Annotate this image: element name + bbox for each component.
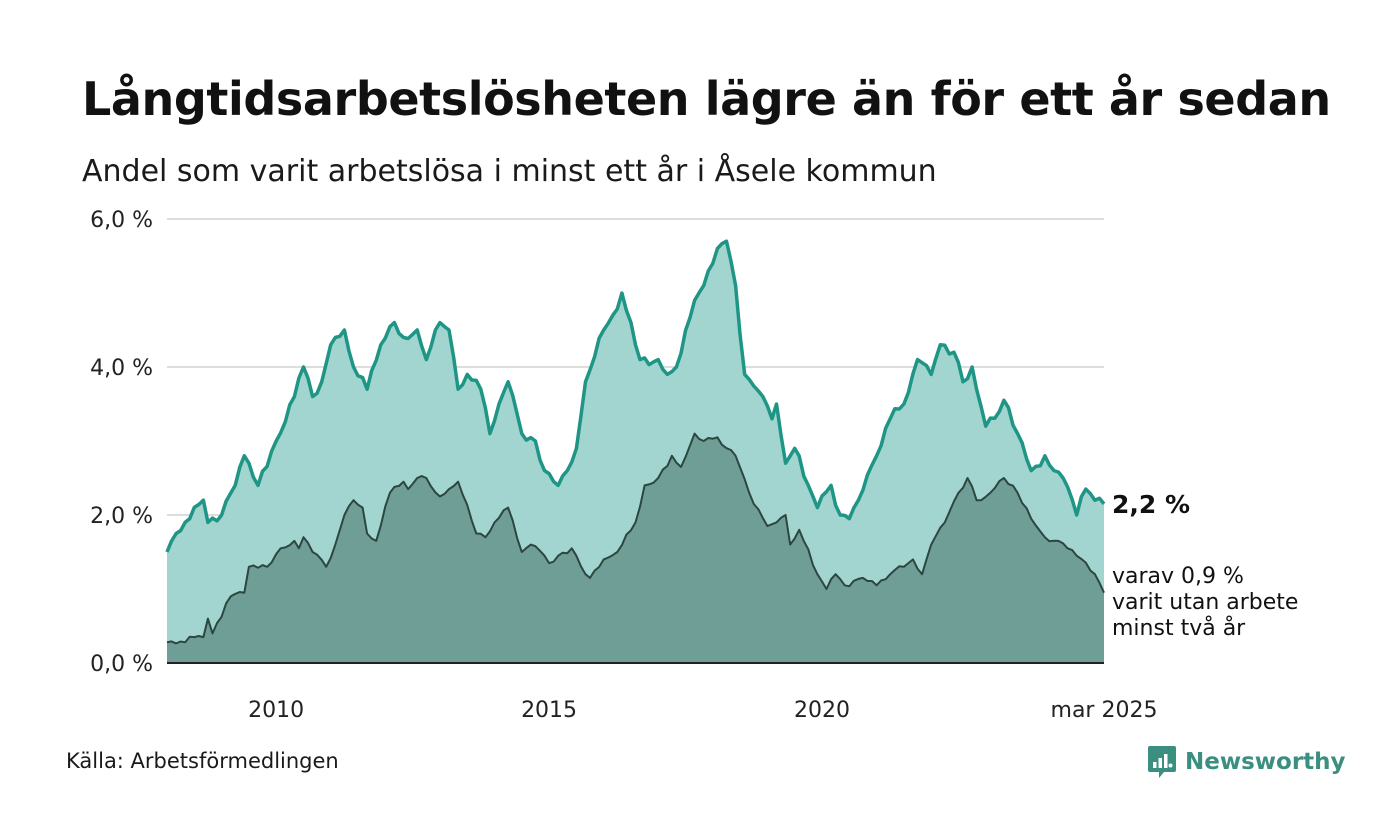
y-axis-ticks: 0,0 % 2,0 % 4,0 % 6,0 % — [90, 208, 153, 677]
x-tick-label: 2010 — [248, 698, 304, 723]
newsworthy-logo-icon — [1148, 746, 1176, 778]
end-label-series-1: 2,2 % — [1112, 490, 1190, 519]
end-label-series-2: varav 0,9 % varit utan arbete minst två år — [1112, 564, 1298, 641]
x-axis-ticks: 2010 2015 2020 mar 2025 — [248, 698, 1157, 723]
x-tick-label: mar 2025 — [1051, 698, 1158, 723]
line-series-2 — [166, 432, 1105, 645]
area-series-2 — [167, 433, 1104, 663]
y-tick-label: 4,0 % — [90, 356, 153, 381]
y-tick-label: 0,0 % — [90, 652, 153, 677]
x-tick-label: 2020 — [794, 698, 850, 723]
line-series-1 — [165, 239, 1106, 553]
chart-subtitle: Andel som varit arbetslösa i minst ett å… — [82, 154, 937, 189]
brand-name: Newsworthy — [1185, 749, 1346, 775]
y-tick-label: 6,0 % — [90, 208, 153, 233]
y-tick-label: 2,0 % — [90, 504, 153, 529]
brand-logo: Newsworthy — [1147, 744, 1346, 780]
source-note: Källa: Arbetsförmedlingen — [66, 749, 339, 773]
chart-title: Långtidsarbetslösheten lägre än för ett … — [82, 72, 1331, 126]
x-tick-label: 2015 — [521, 698, 577, 723]
end-labels: 2,2 % varav 0,9 % varit utan arbete minst t… — [1112, 490, 1298, 641]
